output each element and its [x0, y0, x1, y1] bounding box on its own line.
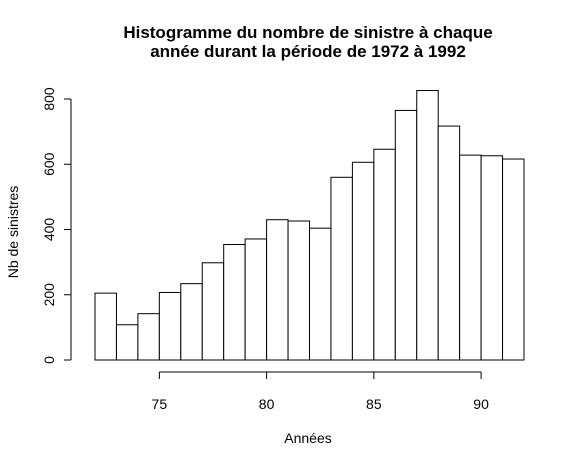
histogram-bar — [502, 158, 525, 361]
histogram-bar — [287, 220, 310, 361]
y-axis-label: Nb de sinistres — [5, 186, 21, 279]
bars-group — [94, 90, 525, 361]
x-tick-label: 85 — [366, 396, 382, 412]
chart-title-line-2: année durant la période de 1972 à 1992 — [150, 42, 466, 61]
x-tick-label: 80 — [259, 396, 275, 412]
y-tick-label: 400 — [41, 218, 57, 242]
histogram-bar — [223, 244, 246, 361]
histogram-bar — [394, 109, 418, 361]
histogram-bar — [266, 219, 289, 361]
y-tick-label: 0 — [41, 356, 57, 364]
y-tick-label: 600 — [41, 152, 57, 176]
histogram-bar — [437, 125, 461, 361]
histogram-bar — [480, 155, 504, 361]
chart-title-line-1: Histogramme du nombre de sinistre à chaq… — [123, 23, 492, 42]
histogram-bar — [244, 238, 268, 361]
x-axis: 75 80 85 90 — [152, 371, 489, 412]
histogram-bar — [351, 161, 375, 361]
histogram-bar — [416, 90, 439, 361]
y-tick-label: 200 — [41, 283, 57, 307]
y-axis: 0 200 400 600 800 — [41, 87, 72, 364]
histogram-bar — [373, 148, 396, 361]
x-tick-label: 90 — [473, 396, 489, 412]
x-tick-label: 75 — [152, 396, 168, 412]
histogram-bar — [459, 154, 482, 361]
histogram-bar — [201, 262, 225, 361]
histogram-bar — [309, 227, 332, 361]
histogram-bar — [94, 292, 117, 361]
x-axis-label: Années — [284, 430, 331, 446]
histogram-bar — [180, 283, 203, 361]
histogram-bar — [137, 313, 160, 361]
y-tick-label: 800 — [41, 87, 57, 111]
histogram-bar — [158, 291, 182, 361]
histogram-bar — [330, 176, 353, 361]
histogram-bar — [115, 324, 139, 361]
